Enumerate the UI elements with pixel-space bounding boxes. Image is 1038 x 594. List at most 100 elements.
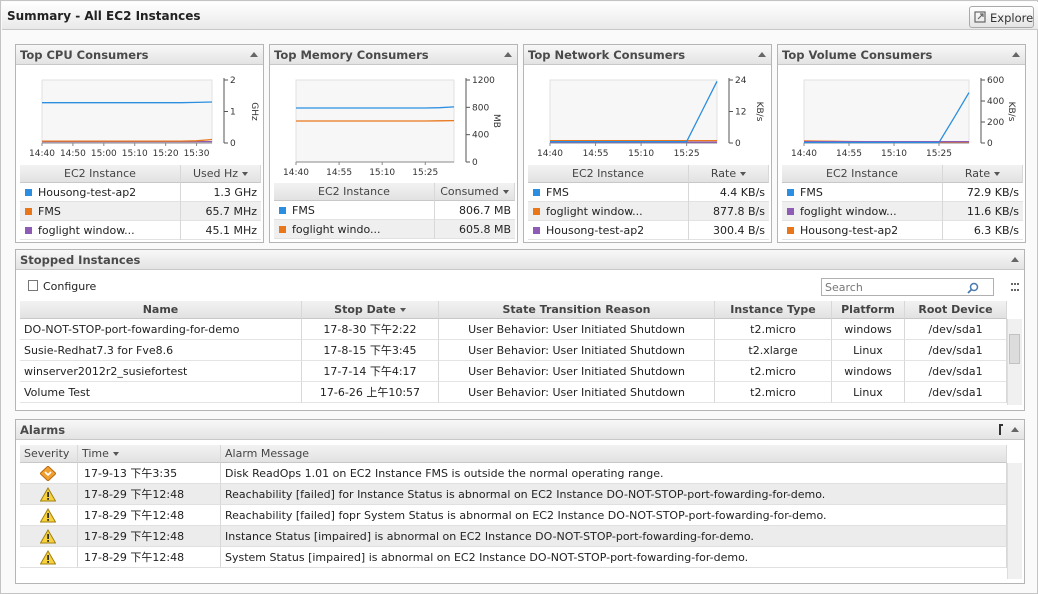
column-header[interactable]: Time bbox=[78, 445, 221, 463]
table-cell: t2.micro bbox=[715, 382, 832, 403]
table-cell: User Behavior: User Initiated Shutdown bbox=[439, 361, 715, 382]
y-axis-label: KB/s bbox=[1006, 102, 1016, 122]
metric-value-text: 6.3 KB/s bbox=[973, 224, 1019, 237]
panel-title-bar: Top Memory Consumers bbox=[270, 45, 517, 65]
table-row: FMS 65.7 MHz bbox=[20, 202, 261, 221]
metric-value-text: 877.8 B/s bbox=[713, 205, 765, 218]
x-tick-label: 15:25 bbox=[674, 149, 700, 159]
legend-swatch bbox=[533, 208, 540, 215]
cell-text: User Behavior: User Initiated Shutdown bbox=[468, 386, 685, 399]
instance-name: Housong-test-ap2 bbox=[528, 221, 689, 240]
collapse-toggle[interactable] bbox=[1011, 257, 1019, 262]
consumer-panel: Top Network Consumers 0 12 24 KB/s 14:40 14:55… bbox=[523, 44, 772, 243]
column-header[interactable]: Root Device bbox=[905, 301, 1007, 319]
column-header[interactable]: Instance Type bbox=[715, 301, 832, 319]
table-cell: 17-8-15 下午3:45 bbox=[302, 340, 439, 361]
collapse-toggle[interactable] bbox=[504, 52, 512, 57]
y-tick-label: 1200 bbox=[472, 76, 495, 86]
panel-title: Top Volume Consumers bbox=[782, 48, 933, 62]
configure-button[interactable]: Configure bbox=[26, 278, 106, 296]
cell-text: User Behavior: User Initiated Shutdown bbox=[468, 344, 685, 357]
legend-swatch bbox=[25, 227, 32, 234]
table-cell: Linux bbox=[832, 382, 905, 403]
menu-icon[interactable] bbox=[1011, 283, 1019, 291]
severity-cell bbox=[20, 484, 78, 505]
table-cell: Instance Status [impaired] is abnormal o… bbox=[221, 526, 1007, 547]
table-cell: Disk ReadOps 1.01 on EC2 Instance FMS is… bbox=[221, 463, 1007, 484]
table-cell: 17-6-26 上午10:57 bbox=[302, 382, 439, 403]
cell-text: 17-8-30 下午2:22 bbox=[323, 323, 417, 336]
metric-value: 65.7 MHz bbox=[181, 202, 261, 221]
sort-arrow bbox=[242, 172, 249, 176]
column-header[interactable]: Rate bbox=[943, 165, 1023, 183]
table-cell: 17-8-29 下午12:48 bbox=[78, 484, 221, 505]
x-tick-label: 15:20 bbox=[153, 149, 179, 159]
table-cell: windows bbox=[832, 361, 905, 382]
panel-title: Alarms bbox=[20, 423, 66, 437]
metric-value-text: 605.8 MB bbox=[458, 223, 511, 236]
column-header[interactable]: Rate bbox=[689, 165, 769, 183]
x-tick-label: 15:25 bbox=[926, 149, 952, 159]
explore-icon bbox=[974, 11, 986, 23]
search-placeholder: Search bbox=[825, 281, 863, 294]
cell-text: 17-8-29 下午12:48 bbox=[84, 551, 185, 564]
y-tick-label: 0 bbox=[735, 139, 741, 149]
sort-arrow bbox=[399, 308, 406, 312]
collapse-toggle[interactable] bbox=[758, 52, 766, 57]
column-header[interactable]: State Transition Reason bbox=[439, 301, 715, 319]
mini-chart: 0 400 800 1200 MB 14:40 14:55 15:10 15:25 bbox=[283, 76, 501, 178]
panel-title: Stopped Instances bbox=[20, 253, 141, 267]
column-header-text: Time bbox=[82, 447, 109, 460]
sort-arrow bbox=[502, 190, 509, 194]
metric-value: 72.9 KB/s bbox=[943, 183, 1023, 202]
column-header[interactable]: Platform bbox=[832, 301, 905, 319]
table-cell: Reachability [failed] fopr System Status… bbox=[221, 505, 1007, 526]
column-header: EC2 Instance bbox=[528, 165, 689, 183]
severity-cell bbox=[20, 526, 78, 547]
column-header[interactable]: Consumed bbox=[435, 183, 515, 201]
search-box[interactable]: Search bbox=[821, 278, 994, 296]
x-tick-label: 15:10 bbox=[369, 168, 395, 178]
x-tick-label: 15:10 bbox=[628, 149, 654, 159]
table-cell: 17-8-29 下午12:48 bbox=[78, 526, 221, 547]
column-header[interactable]: Used Hz bbox=[181, 165, 261, 183]
y-tick-label: 0 bbox=[472, 158, 478, 168]
x-tick-label: 14:55 bbox=[583, 149, 609, 159]
cell-text: 17-8-29 下午12:48 bbox=[84, 509, 185, 522]
instance-name: FMS bbox=[528, 183, 689, 202]
consumer-panel: Top CPU Consumers 0 1 2 GHz 14:40 14:50 15:00 15… bbox=[15, 44, 264, 243]
legend-swatch bbox=[25, 189, 32, 196]
x-tick-label: 14:40 bbox=[537, 149, 563, 159]
collapse-toggle[interactable] bbox=[250, 52, 258, 57]
x-tick-label: 14:55 bbox=[326, 168, 352, 178]
metric-value-text: 1.3 GHz bbox=[213, 186, 257, 199]
series-line bbox=[42, 101, 213, 104]
table-cell: Volume Test bbox=[20, 382, 302, 403]
metric-value: 4.4 KB/s bbox=[689, 183, 769, 202]
table-row: foglight window... 877.8 B/s bbox=[528, 202, 769, 221]
sort-arrow bbox=[112, 452, 119, 456]
table-cell: DO-NOT-STOP-port-fowarding-for-demo bbox=[20, 319, 302, 340]
column-header[interactable]: Stop Date bbox=[302, 301, 439, 319]
mini-chart: 0 12 24 KB/s 14:40 14:55 15:10 15:25 bbox=[537, 76, 764, 159]
collapse-toggle[interactable] bbox=[1012, 52, 1020, 57]
collapse-toggle[interactable] bbox=[1011, 427, 1019, 432]
column-header-text: Rate bbox=[710, 167, 737, 180]
legend-swatch bbox=[787, 227, 794, 234]
column-header[interactable]: Alarm Message bbox=[221, 445, 1007, 463]
panel-title-bar: Top CPU Consumers bbox=[16, 45, 263, 65]
table-cell: /dev/sda1 bbox=[905, 361, 1007, 382]
cell-text: t2.micro bbox=[750, 386, 796, 399]
cell-text: User Behavior: User Initiated Shutdown bbox=[468, 323, 685, 336]
mini-chart: 0 1 2 GHz 14:40 14:50 15:00 15:10 15:20 15:30 bbox=[29, 76, 259, 159]
metric-value: 11.6 KB/s bbox=[943, 202, 1023, 221]
severity-icon bbox=[40, 508, 56, 523]
legend-swatch bbox=[25, 208, 32, 215]
metric-value-text: 11.6 KB/s bbox=[966, 205, 1019, 218]
explore-button[interactable]: Explore bbox=[969, 6, 1034, 28]
table-row: Housong-test-ap2 300.4 B/s bbox=[528, 221, 769, 240]
column-header-text: EC2 Instance bbox=[64, 167, 136, 180]
column-header[interactable]: Severity bbox=[20, 445, 78, 463]
column-header[interactable]: Name bbox=[20, 301, 302, 319]
table-row: foglight window... 45.1 MHz bbox=[20, 221, 261, 240]
